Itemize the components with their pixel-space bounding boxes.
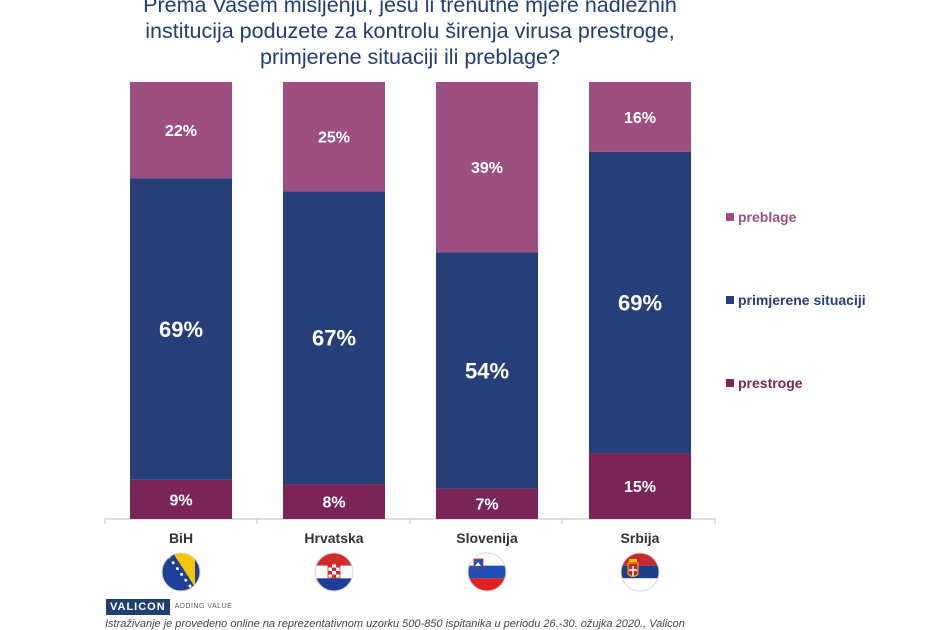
chart-title-line-1: Prema Vašem mišljenju, jesu li trenutne …	[143, 0, 677, 17]
valicon-logo: VALICON ADDING VALUE	[106, 598, 233, 615]
logo-brand: VALICON	[106, 598, 170, 615]
legend-swatch-prestroge	[726, 379, 734, 387]
data-label-prestroge-slovenija: 7%	[475, 497, 498, 514]
legend-label-primjerene: primjerene situaciji	[738, 292, 866, 308]
legend-label-preblage: preblage	[738, 209, 797, 225]
legend-item-preblage: preblage	[726, 209, 796, 225]
data-label-prestroge-bih: 9%	[169, 492, 192, 509]
chart-title-line-3: primjerene situaciji ili preblage?	[260, 45, 560, 69]
bar-preblage-bih	[130, 82, 232, 179]
bar-preblage-hrvatska	[283, 82, 385, 192]
logo-tagline: ADDING VALUE	[174, 603, 233, 611]
data-label-preblage-srbija: 16%	[624, 110, 656, 127]
croatia-flag-icon	[314, 552, 354, 592]
bar-primjerene-srbija	[589, 151, 691, 454]
legend-swatch-preblage	[726, 213, 734, 221]
footnote: Istraživanje je provedeno online na repr…	[105, 618, 685, 630]
legend-item-primjerene: primjerene situaciji	[726, 292, 866, 308]
category-label-bih: BiH	[169, 530, 193, 546]
data-label-primjerene-srbija: 69%	[618, 291, 662, 316]
serbia-flag-icon	[620, 552, 660, 592]
chart-title: Prema Vašem mišljenju, jesu li trenutne …	[90, 0, 730, 70]
data-label-prestroge-srbija: 15%	[624, 479, 656, 496]
data-label-prestroge-hrvatska: 8%	[322, 495, 345, 512]
category-label-hrvatska: Hrvatska	[304, 530, 363, 546]
data-label-preblage-hrvatska: 25%	[318, 130, 350, 147]
legend-item-prestroge: prestroge	[726, 375, 803, 391]
data-label-primjerene-hrvatska: 67%	[312, 326, 356, 351]
legend-label-prestroge: prestroge	[738, 375, 803, 391]
data-label-primjerene-slovenija: 54%	[465, 358, 509, 383]
slovenia-flag-icon	[467, 552, 507, 592]
bar-prestroge-hrvatska	[283, 484, 385, 519]
data-label-preblage-slovenija: 39%	[471, 160, 503, 177]
bar-preblage-srbija	[589, 82, 691, 152]
bar-prestroge-slovenija	[436, 488, 538, 519]
bar-primjerene-hrvatska	[283, 191, 385, 485]
bar-primjerene-slovenija	[436, 252, 538, 489]
bar-primjerene-bih	[130, 178, 232, 480]
bar-prestroge-bih	[130, 479, 232, 519]
legend-swatch-primjerene	[726, 296, 734, 304]
chart-title-line-2: institucija poduzete za kontrolu širenja…	[145, 19, 675, 43]
data-label-preblage-bih: 22%	[165, 123, 197, 140]
category-label-srbija: Srbija	[621, 530, 660, 546]
bar-prestroge-srbija	[589, 453, 691, 519]
category-label-slovenija: Slovenija	[456, 530, 518, 546]
data-label-primjerene-bih: 69%	[159, 317, 203, 342]
bih-flag-icon	[161, 552, 201, 592]
bar-preblage-slovenija	[436, 82, 538, 253]
